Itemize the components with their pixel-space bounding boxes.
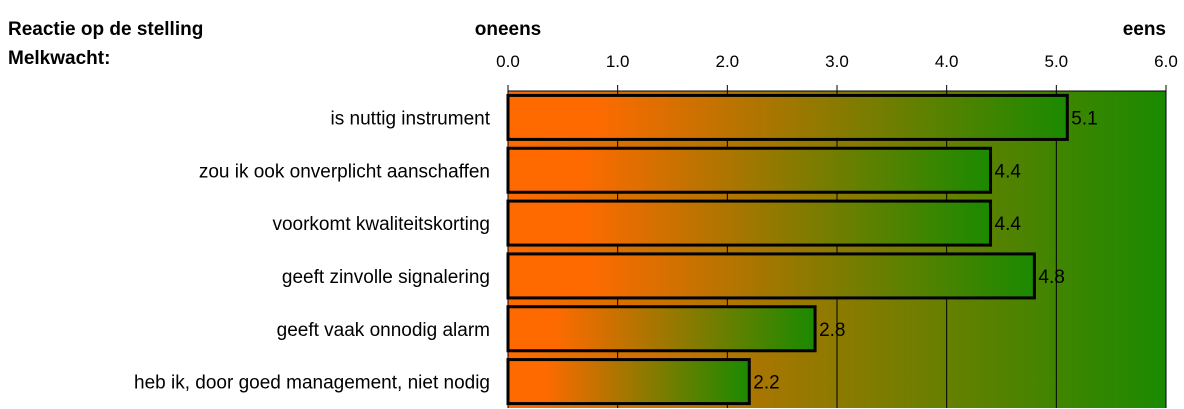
chart-title-line-2: Melkwacht:: [8, 48, 110, 69]
category-label: is nuttig instrument: [331, 108, 491, 129]
category-label: voorkomt kwaliteitskorting: [272, 214, 490, 235]
category-label: heb ik, door goed management, niet nodig: [134, 373, 490, 394]
data-label: 4.4: [995, 161, 1022, 182]
bar: [506, 199, 993, 247]
x-tick-label: 4.0: [935, 52, 959, 71]
data-label: 2.2: [753, 373, 779, 394]
x-tick-label: 6.0: [1154, 52, 1178, 71]
data-label: 2.8: [819, 320, 845, 341]
x-tick-label: 2.0: [716, 52, 740, 71]
bar: [506, 252, 1036, 300]
x-tick-label: 5.0: [1045, 52, 1069, 71]
scale-left-label: oneens: [475, 19, 542, 40]
bar: [506, 305, 817, 353]
data-label: 4.4: [995, 214, 1022, 235]
scale-right-label: eens: [1123, 19, 1166, 40]
x-tick-label: 1.0: [606, 52, 630, 71]
x-tick-label: 3.0: [825, 52, 849, 71]
chart-title-line-1: Reactie op de stelling: [8, 19, 203, 40]
x-tick-label: 0.0: [496, 52, 520, 71]
category-label: geeft vaak onnodig alarm: [277, 320, 490, 341]
bar: [506, 146, 993, 194]
category-label: zou ik ook onverplicht aanschaffen: [199, 161, 490, 182]
data-label: 5.1: [1071, 108, 1097, 129]
category-label: geeft zinvolle signalering: [282, 267, 490, 288]
data-label: 4.8: [1038, 267, 1064, 288]
bar: [506, 93, 1069, 141]
bar: [506, 358, 751, 406]
